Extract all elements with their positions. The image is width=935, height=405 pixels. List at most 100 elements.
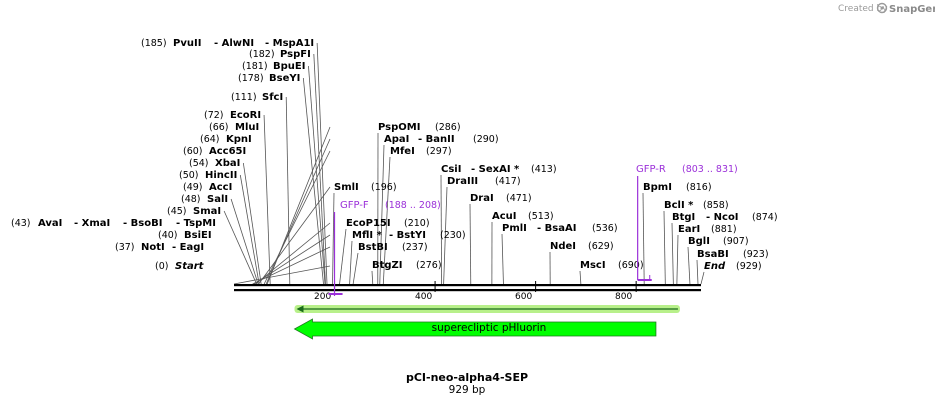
site-kpni[interactable]: KpnI bbox=[226, 134, 252, 145]
site-smai[interactable]: SmaI bbox=[193, 206, 221, 217]
site-acci[interactable]: AccI bbox=[209, 182, 232, 193]
site-pos: (297) bbox=[426, 146, 452, 157]
site-leader-line bbox=[255, 222, 331, 285]
site-pos: (230) bbox=[440, 230, 466, 241]
site-apai[interactable]: ApaI bbox=[384, 134, 409, 145]
site-pos: (881) bbox=[711, 224, 737, 235]
feature-band[interactable] bbox=[294, 305, 680, 313]
site-tspmi[interactable]: - TspMI bbox=[176, 218, 216, 229]
site-leader-line bbox=[285, 96, 291, 285]
tick-label: 800 bbox=[615, 292, 632, 302]
site-bcli[interactable]: BclI * bbox=[664, 200, 694, 211]
site-ncoi[interactable]: - NcoI bbox=[706, 212, 739, 223]
site-btgzi[interactable]: BtgZI bbox=[372, 260, 403, 271]
site-pos: (907) bbox=[723, 236, 749, 247]
site-leader-line bbox=[332, 192, 335, 285]
site-leader-line bbox=[239, 174, 260, 285]
site-pos: (858) bbox=[703, 200, 729, 211]
site-noti[interactable]: NotI bbox=[141, 242, 165, 253]
site-pos: (45) bbox=[167, 206, 187, 217]
site-bstyi[interactable]: - BstYI bbox=[389, 230, 426, 241]
site-bpmi[interactable]: BpmI bbox=[643, 182, 672, 193]
site-start[interactable]: Start bbox=[175, 261, 205, 272]
site-pos: (276) bbox=[416, 260, 442, 271]
site-leader-line bbox=[252, 246, 331, 285]
site-pos: (417) bbox=[495, 176, 521, 187]
snapgene-logo-icon bbox=[876, 2, 888, 14]
site-draiii[interactable]: DraIII bbox=[447, 176, 478, 187]
site-bsabi[interactable]: BsaBI bbox=[697, 249, 729, 260]
site-pspfi[interactable]: PspFI bbox=[280, 49, 311, 60]
site-acui[interactable]: AcuI bbox=[492, 211, 517, 222]
site-pos: (181) bbox=[242, 61, 268, 72]
primer-gfp-r-label[interactable]: GFP-R bbox=[636, 164, 666, 175]
feature-superecliptic-phluorin[interactable] bbox=[293, 318, 657, 340]
site-ecop15i[interactable]: EcoP15I bbox=[346, 218, 391, 229]
site-leader-line bbox=[379, 144, 385, 285]
site-drai[interactable]: DraI bbox=[470, 193, 494, 204]
site-pos: (929) bbox=[736, 261, 762, 272]
site-leader-line bbox=[339, 228, 347, 285]
site-sexai[interactable]: - SexAI * bbox=[471, 164, 520, 175]
site-pspomi[interactable]: PspOMI bbox=[378, 122, 420, 133]
site-leader-line bbox=[642, 192, 645, 285]
site-pos: (629) bbox=[588, 241, 614, 252]
site-msci[interactable]: MscI bbox=[580, 260, 606, 271]
tick-label: 400 bbox=[415, 292, 432, 302]
site-bpuei[interactable]: BpuEI bbox=[273, 61, 305, 72]
site-bsaai[interactable]: - BsaAI bbox=[537, 223, 576, 234]
site-avai[interactable]: AvaI bbox=[38, 218, 62, 229]
site-pvuii[interactable]: PvuII bbox=[173, 38, 201, 49]
site-leader-line bbox=[696, 259, 699, 285]
site-mspa1i[interactable]: - MspA1I bbox=[265, 38, 314, 49]
site-leader-line bbox=[671, 222, 674, 285]
site-alwni[interactable]: - AlwNI bbox=[214, 38, 254, 49]
site-mfli[interactable]: MflI * bbox=[352, 230, 383, 241]
feature-label[interactable]: superecliptic pHluorin bbox=[432, 322, 547, 334]
feature-arrow-shape bbox=[293, 318, 657, 340]
site-pos: (111) bbox=[231, 92, 257, 103]
site-pos: (413) bbox=[531, 164, 557, 175]
site-pos: (471) bbox=[506, 193, 532, 204]
site-pos: (48) bbox=[181, 194, 201, 205]
site-bsiei[interactable]: BsiEI bbox=[184, 230, 212, 241]
site-bsobi[interactable]: - BsoBI bbox=[123, 218, 162, 229]
site-eagi[interactable]: - EagI bbox=[172, 242, 204, 253]
primer-gfp-f-label[interactable]: GFP-F bbox=[340, 200, 369, 211]
site-sali[interactable]: SalI bbox=[207, 194, 228, 205]
site-mfei[interactable]: MfeI bbox=[390, 146, 415, 157]
site-btgi[interactable]: BtgI bbox=[672, 212, 695, 223]
site-xmai[interactable]: - XmaI bbox=[74, 218, 110, 229]
site-bgli[interactable]: BglI bbox=[688, 236, 710, 247]
site-banii[interactable]: - BanII bbox=[418, 134, 455, 145]
map-title: pCI-neo-alpha4-SEP bbox=[406, 371, 528, 384]
site-end[interactable]: End bbox=[704, 261, 726, 272]
site-xbai[interactable]: XbaI bbox=[215, 158, 240, 169]
site-pos: (54) bbox=[189, 158, 209, 169]
site-ecori[interactable]: EcoRI bbox=[230, 110, 261, 121]
site-pos: (66) bbox=[209, 122, 229, 133]
site-leader-line bbox=[263, 114, 271, 285]
site-sfci[interactable]: SfcI bbox=[262, 92, 283, 103]
site-ndei[interactable]: NdeI bbox=[550, 241, 576, 252]
site-pos: (536) bbox=[592, 223, 618, 234]
site-leader-line bbox=[440, 174, 443, 285]
site-eari[interactable]: EarI bbox=[678, 224, 700, 235]
site-leader-line bbox=[230, 198, 259, 285]
site-bstbi[interactable]: BstBI bbox=[358, 242, 388, 253]
site-bseyi[interactable]: BseYI bbox=[269, 73, 300, 84]
site-pmli[interactable]: PmlI bbox=[502, 223, 527, 234]
site-pos: (64) bbox=[200, 134, 220, 145]
primer-gfp-f-range: (188 .. 208) bbox=[385, 200, 441, 211]
site-leader-line bbox=[308, 65, 326, 285]
site-leader-line bbox=[302, 77, 324, 285]
site-acc65i[interactable]: Acc65I bbox=[209, 146, 246, 157]
dna-backbone bbox=[234, 284, 701, 292]
site-pos: (178) bbox=[238, 73, 264, 84]
site-hincii[interactable]: HincII bbox=[205, 170, 237, 181]
site-leader-line bbox=[258, 186, 331, 285]
site-smli[interactable]: SmlI bbox=[334, 182, 359, 193]
site-mlui[interactable]: MluI bbox=[235, 122, 259, 133]
site-leader-line bbox=[382, 156, 391, 285]
site-csii[interactable]: CsiI bbox=[441, 164, 461, 175]
